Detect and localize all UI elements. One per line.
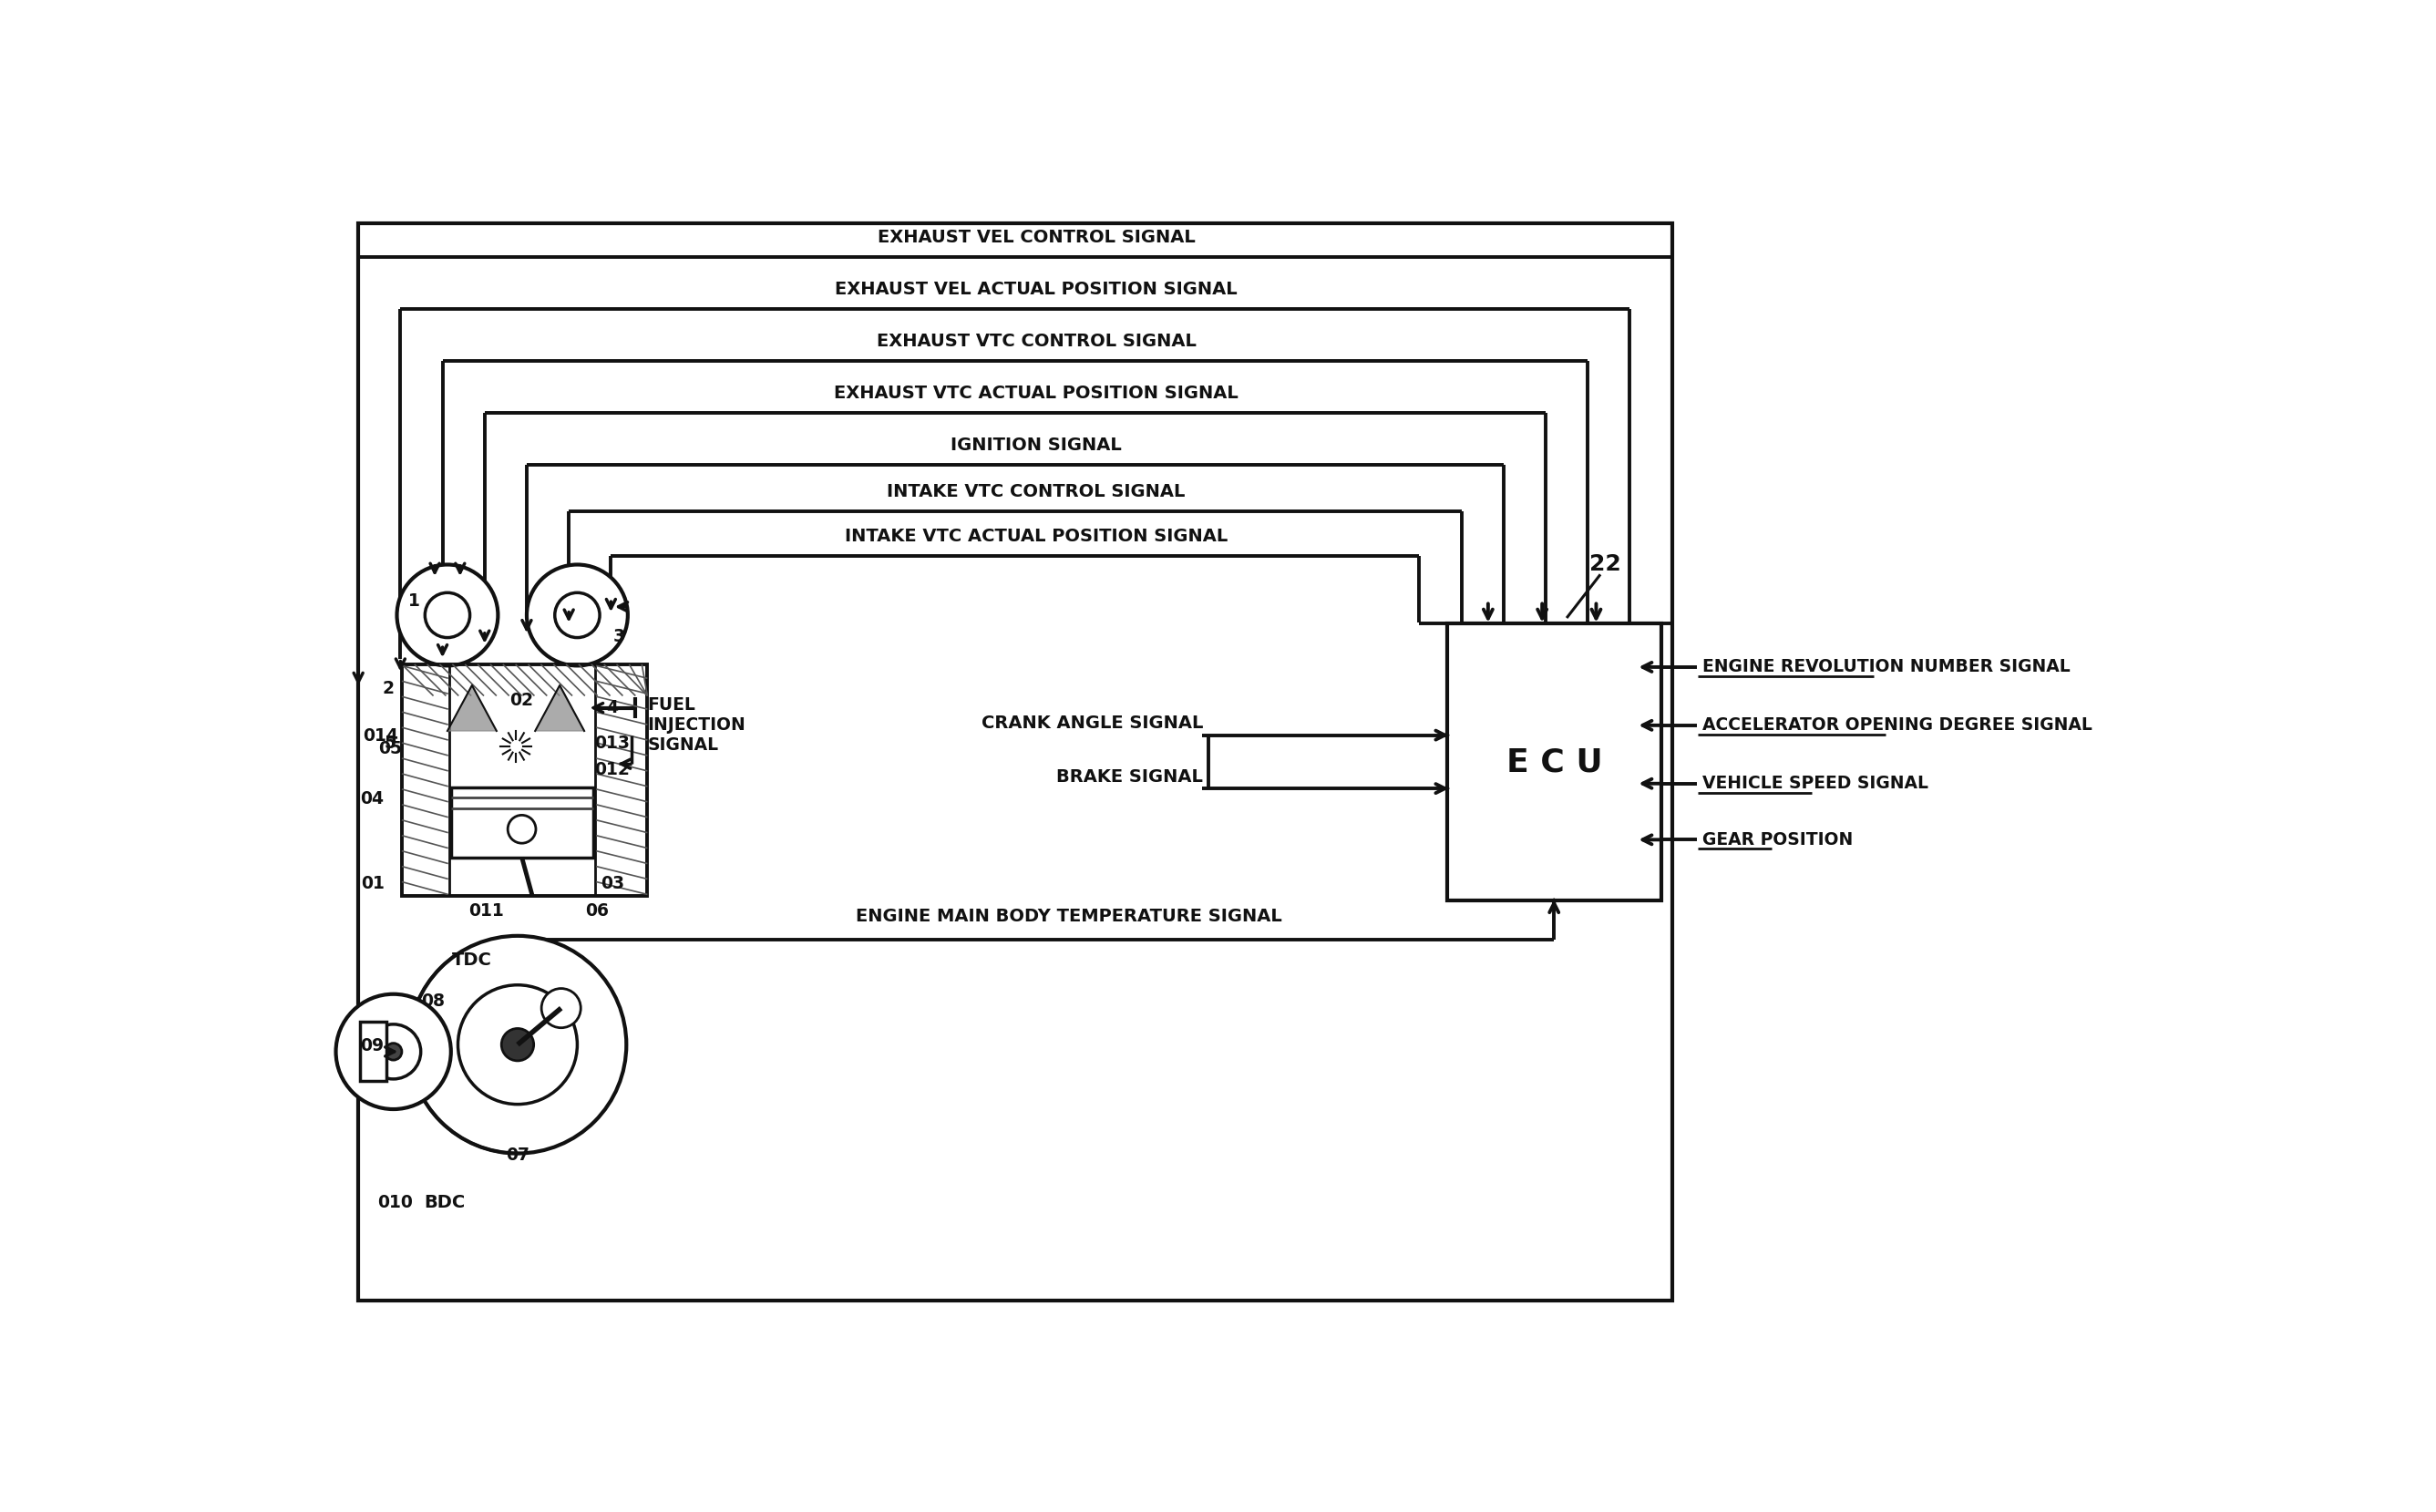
Text: 08: 08 xyxy=(421,992,446,1010)
Text: 011: 011 xyxy=(468,903,504,919)
Text: 013: 013 xyxy=(594,735,631,751)
Circle shape xyxy=(365,1024,421,1080)
Text: 01: 01 xyxy=(361,874,385,892)
Text: ENGINE REVOLUTION NUMBER SIGNAL: ENGINE REVOLUTION NUMBER SIGNAL xyxy=(1703,658,2071,676)
Text: 06: 06 xyxy=(585,903,609,919)
Text: FUEL
INJECTION
SIGNAL: FUEL INJECTION SIGNAL xyxy=(648,697,745,754)
Text: IGNITION SIGNAL: IGNITION SIGNAL xyxy=(950,437,1121,454)
Text: CRANK ANGLE SIGNAL: CRANK ANGLE SIGNAL xyxy=(982,715,1203,732)
Text: 07: 07 xyxy=(507,1146,529,1164)
Text: 05: 05 xyxy=(378,739,402,758)
Circle shape xyxy=(424,593,470,638)
Text: 09: 09 xyxy=(361,1037,385,1055)
Circle shape xyxy=(502,1028,533,1061)
Text: 03: 03 xyxy=(599,874,624,892)
Bar xyxy=(358,224,1671,1300)
Text: 04: 04 xyxy=(361,791,385,807)
Text: 4: 4 xyxy=(607,699,619,717)
Text: 2: 2 xyxy=(382,679,395,697)
Polygon shape xyxy=(448,685,497,730)
Text: VEHICLE SPEED SIGNAL: VEHICLE SPEED SIGNAL xyxy=(1703,776,1929,792)
Text: INTAKE VTC ACTUAL POSITION SIGNAL: INTAKE VTC ACTUAL POSITION SIGNAL xyxy=(845,528,1228,544)
Text: 1: 1 xyxy=(409,593,421,609)
Text: BDC: BDC xyxy=(424,1194,465,1211)
Text: 010: 010 xyxy=(378,1194,412,1211)
Bar xyxy=(451,788,594,857)
Text: EXHAUST VEL ACTUAL POSITION SIGNAL: EXHAUST VEL ACTUAL POSITION SIGNAL xyxy=(836,281,1237,298)
Circle shape xyxy=(409,936,626,1154)
Circle shape xyxy=(541,989,580,1028)
Text: BRAKE SIGNAL: BRAKE SIGNAL xyxy=(1057,768,1203,785)
Text: 02: 02 xyxy=(509,692,533,709)
Text: ACCELERATOR OPENING DEGREE SIGNAL: ACCELERATOR OPENING DEGREE SIGNAL xyxy=(1703,717,2093,733)
Circle shape xyxy=(458,984,577,1104)
Text: INTAKE VTC CONTROL SIGNAL: INTAKE VTC CONTROL SIGNAL xyxy=(887,482,1186,500)
Bar xyxy=(361,1022,387,1081)
Text: ENGINE MAIN BODY TEMPERATURE SIGNAL: ENGINE MAIN BODY TEMPERATURE SIGNAL xyxy=(855,909,1281,925)
Text: 3: 3 xyxy=(614,627,626,644)
Text: EXHAUST VEL CONTROL SIGNAL: EXHAUST VEL CONTROL SIGNAL xyxy=(877,228,1196,246)
Bar xyxy=(1447,623,1661,901)
Bar xyxy=(402,664,648,895)
Text: EXHAUST VTC CONTROL SIGNAL: EXHAUST VTC CONTROL SIGNAL xyxy=(877,333,1196,349)
Text: GEAR POSITION: GEAR POSITION xyxy=(1703,832,1854,848)
Polygon shape xyxy=(536,685,585,730)
Text: 012: 012 xyxy=(594,761,631,779)
Circle shape xyxy=(526,564,628,665)
Text: TDC: TDC xyxy=(453,951,492,969)
Circle shape xyxy=(397,564,497,665)
Circle shape xyxy=(507,815,536,844)
Text: 014: 014 xyxy=(363,727,400,744)
Text: 5: 5 xyxy=(385,735,395,751)
Text: E C U: E C U xyxy=(1505,747,1603,777)
Circle shape xyxy=(385,1043,402,1060)
Text: EXHAUST VTC ACTUAL POSITION SIGNAL: EXHAUST VTC ACTUAL POSITION SIGNAL xyxy=(833,384,1237,402)
Text: 22: 22 xyxy=(1588,553,1620,575)
Circle shape xyxy=(555,593,599,638)
Circle shape xyxy=(336,993,451,1110)
